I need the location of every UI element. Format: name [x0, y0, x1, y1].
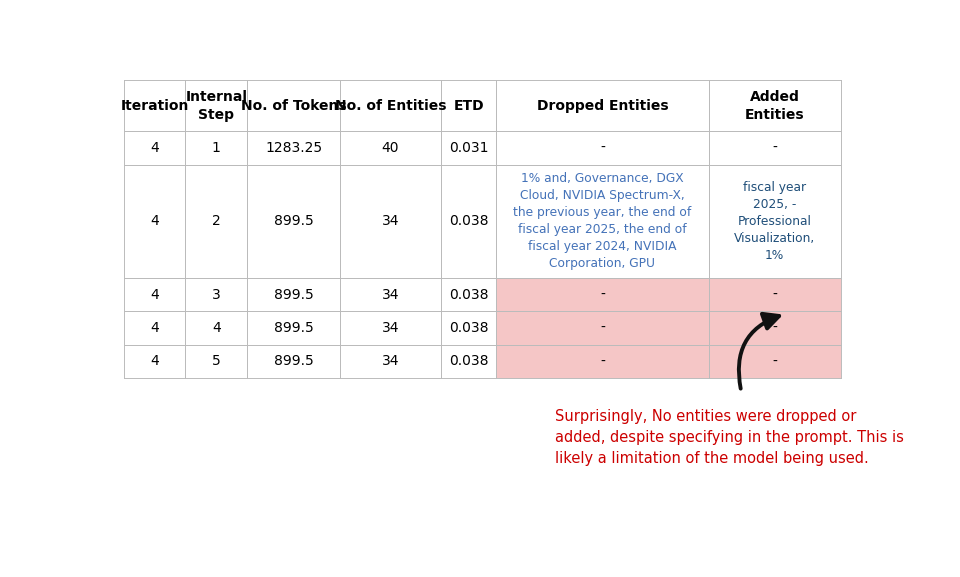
- Text: -: -: [600, 321, 605, 335]
- Bar: [441, 165, 496, 278]
- Text: 34: 34: [382, 288, 399, 302]
- Bar: [124, 312, 185, 344]
- Text: 4: 4: [150, 354, 159, 368]
- Bar: [340, 165, 441, 278]
- Bar: [248, 312, 340, 344]
- Text: 1283.25: 1283.25: [265, 141, 323, 155]
- Bar: [340, 132, 441, 165]
- Text: 899.5: 899.5: [274, 321, 314, 335]
- Bar: [185, 278, 248, 312]
- Text: 40: 40: [382, 141, 399, 155]
- Bar: [124, 132, 185, 165]
- Bar: [441, 344, 496, 378]
- Text: 34: 34: [382, 321, 399, 335]
- Text: No. of Entities: No. of Entities: [335, 99, 446, 113]
- Bar: [185, 165, 248, 278]
- Text: 0.038: 0.038: [449, 321, 489, 335]
- Bar: [340, 278, 441, 312]
- Text: 4: 4: [150, 215, 159, 228]
- Text: 2: 2: [212, 215, 221, 228]
- Text: No. of Tokens: No. of Tokens: [241, 99, 347, 113]
- Text: ETD: ETD: [453, 99, 484, 113]
- Bar: [124, 165, 185, 278]
- Text: 899.5: 899.5: [274, 354, 314, 368]
- Text: -: -: [772, 288, 778, 302]
- Bar: [496, 80, 708, 132]
- Bar: [124, 80, 185, 132]
- Bar: [340, 344, 441, 378]
- Text: 0.031: 0.031: [449, 141, 489, 155]
- Text: -: -: [600, 288, 605, 302]
- Text: Internal
Step: Internal Step: [185, 89, 248, 122]
- Bar: [340, 80, 441, 132]
- Bar: [496, 312, 708, 344]
- Bar: [708, 312, 841, 344]
- Text: 4: 4: [150, 321, 159, 335]
- Text: -: -: [772, 141, 778, 155]
- Text: 0.038: 0.038: [449, 288, 489, 302]
- Text: 899.5: 899.5: [274, 215, 314, 228]
- Bar: [708, 278, 841, 312]
- Text: 3: 3: [212, 288, 221, 302]
- Bar: [441, 80, 496, 132]
- Bar: [708, 132, 841, 165]
- Text: 0.038: 0.038: [449, 354, 489, 368]
- Text: 5: 5: [212, 354, 221, 368]
- Bar: [496, 344, 708, 378]
- Text: Iteration: Iteration: [120, 99, 189, 113]
- Bar: [185, 132, 248, 165]
- Text: 4: 4: [212, 321, 221, 335]
- Text: -: -: [772, 321, 778, 335]
- Bar: [441, 312, 496, 344]
- Bar: [496, 132, 708, 165]
- Text: -: -: [772, 354, 778, 368]
- Bar: [185, 80, 248, 132]
- Bar: [441, 132, 496, 165]
- Text: 1% and, Governance, DGX
Cloud, NVIDIA Spectrum-X,
the previous year, the end of
: 1% and, Governance, DGX Cloud, NVIDIA Sp…: [514, 173, 691, 271]
- Bar: [708, 165, 841, 278]
- Bar: [496, 165, 708, 278]
- Bar: [248, 278, 340, 312]
- Bar: [708, 344, 841, 378]
- Bar: [248, 165, 340, 278]
- Bar: [248, 80, 340, 132]
- Bar: [340, 312, 441, 344]
- Bar: [441, 278, 496, 312]
- Text: 4: 4: [150, 141, 159, 155]
- Text: Surprisingly, No entities were dropped or
added, despite specifying in the promp: Surprisingly, No entities were dropped o…: [555, 409, 904, 466]
- Text: 4: 4: [150, 288, 159, 302]
- Bar: [124, 344, 185, 378]
- Text: 899.5: 899.5: [274, 288, 314, 302]
- Text: -: -: [600, 354, 605, 368]
- Bar: [185, 312, 248, 344]
- Bar: [496, 278, 708, 312]
- Bar: [248, 344, 340, 378]
- Text: 34: 34: [382, 354, 399, 368]
- Text: Dropped Entities: Dropped Entities: [537, 99, 668, 113]
- Text: fiscal year
2025, -
Professional
Visualization,
1%: fiscal year 2025, - Professional Visuali…: [734, 181, 815, 262]
- Text: -: -: [600, 141, 605, 155]
- Bar: [185, 344, 248, 378]
- Text: 34: 34: [382, 215, 399, 228]
- Text: 1: 1: [212, 141, 221, 155]
- Bar: [708, 80, 841, 132]
- Text: Added
Entities: Added Entities: [745, 89, 804, 122]
- Text: 0.038: 0.038: [449, 215, 489, 228]
- Bar: [124, 278, 185, 312]
- Bar: [248, 132, 340, 165]
